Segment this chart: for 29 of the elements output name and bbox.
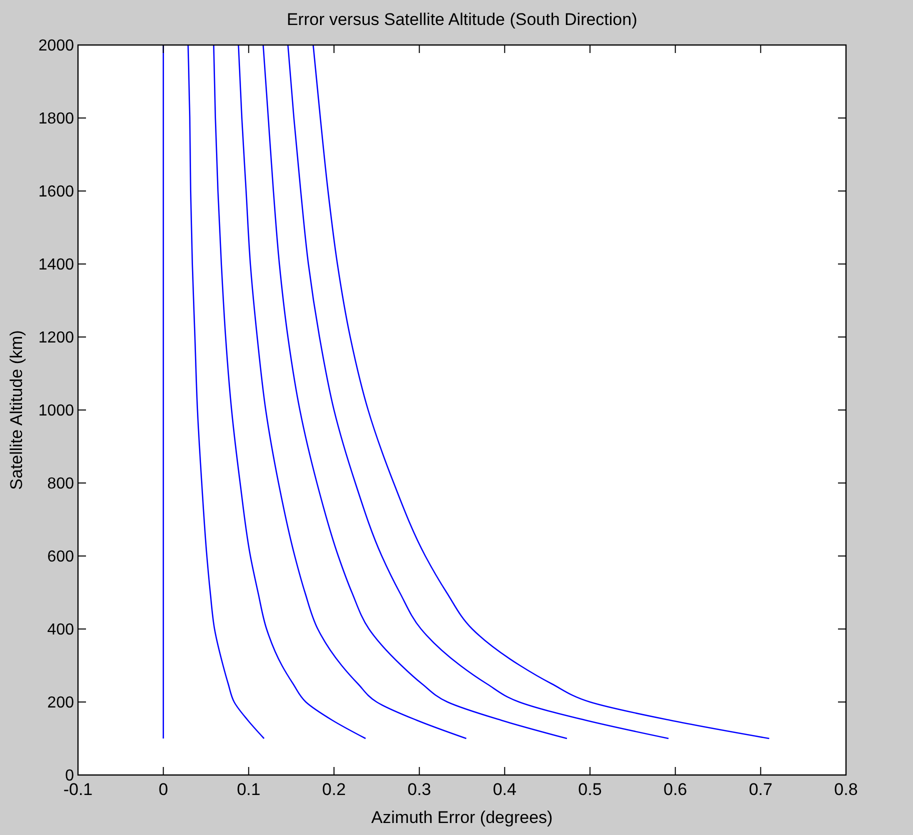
y-tick-label: 400 <box>47 622 74 639</box>
line-series <box>312 44 770 740</box>
x-tick-label: -0.1 <box>63 780 93 799</box>
x-tick-label: 0.3 <box>408 780 432 799</box>
line-series <box>187 44 265 740</box>
y-tick-label: 600 <box>47 548 74 566</box>
line-series <box>238 44 467 740</box>
line-series <box>287 44 670 740</box>
y-tick-label: 1800 <box>38 110 74 128</box>
x-tick-label: 0.7 <box>748 780 772 799</box>
x-tick-label: 0.6 <box>664 780 688 799</box>
y-tick-label: 1200 <box>38 330 74 347</box>
y-tick-label: 1400 <box>38 256 74 274</box>
x-tick-label: 0.1 <box>236 780 260 799</box>
line-series <box>213 44 366 740</box>
x-tick-label: 0.2 <box>322 780 346 799</box>
x-tick-label: 0.4 <box>492 780 516 799</box>
y-tick-label: 200 <box>47 694 74 712</box>
x-axis-title: Azimuth Error (degrees) <box>371 808 553 827</box>
y-tick-label: 2000 <box>38 38 74 55</box>
chart-title: Error versus Satellite Altitude (South Direction) <box>286 10 638 29</box>
x-tick-label: 0 <box>158 780 168 799</box>
y-axis-title: Satellite Altitude (km) <box>7 330 26 490</box>
x-tick-label: 0.8 <box>834 780 858 799</box>
line-series <box>262 44 568 740</box>
y-tick-label: 800 <box>47 476 74 493</box>
x-tick-label: 0.5 <box>578 780 602 799</box>
y-tick-label: 1000 <box>38 402 74 420</box>
y-tick-label: 1600 <box>38 184 74 201</box>
